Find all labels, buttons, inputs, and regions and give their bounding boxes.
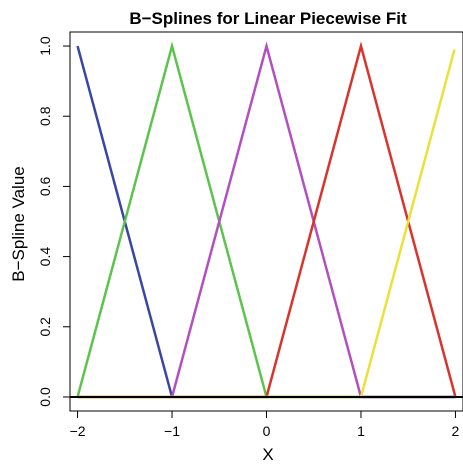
x-tick-label: −2 xyxy=(70,423,86,439)
y-tick-label: 1.0 xyxy=(37,36,53,56)
x-tick-label: 0 xyxy=(263,423,271,439)
x-axis-label: X xyxy=(262,445,273,464)
series-line-5 xyxy=(77,49,456,399)
series-group xyxy=(76,41,457,399)
series-line-4 xyxy=(77,41,457,399)
series-line-3 xyxy=(77,41,456,399)
x-axis: −2 −1 0 1 2 xyxy=(70,411,460,439)
y-tick-label: 0.2 xyxy=(37,317,53,337)
chart-title: B−Splines for Linear Piecewise Fit xyxy=(129,9,407,28)
series-line-2 xyxy=(76,41,456,399)
y-tick-label: 0.8 xyxy=(37,106,53,126)
series-line-1 xyxy=(76,45,456,399)
x-tick-label: −1 xyxy=(164,423,180,439)
y-tick-label: 0.4 xyxy=(37,247,53,267)
x-tick-label: 1 xyxy=(357,423,365,439)
plot-frame xyxy=(69,31,463,412)
y-axis-label: B−Spline Value xyxy=(9,166,28,281)
y-axis: 0.0 0.2 0.4 0.6 0.8 1.0 xyxy=(37,36,70,407)
y-tick-label: 0.0 xyxy=(37,387,53,407)
y-tick-label: 0.6 xyxy=(37,176,53,196)
x-tick-label: 2 xyxy=(452,423,460,439)
